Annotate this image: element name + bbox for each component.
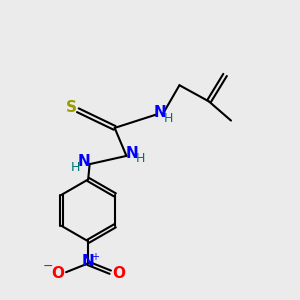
Text: +: + [91,252,99,262]
Text: N: N [154,105,167,120]
Text: S: S [66,100,77,115]
Text: H: H [164,112,173,125]
Text: O: O [112,266,125,281]
Text: −: − [43,260,54,273]
Text: O: O [51,266,64,281]
Text: H: H [136,152,145,165]
Text: N: N [126,146,139,161]
Text: H: H [71,160,80,174]
Text: N: N [77,154,90,169]
Text: N: N [82,254,94,269]
